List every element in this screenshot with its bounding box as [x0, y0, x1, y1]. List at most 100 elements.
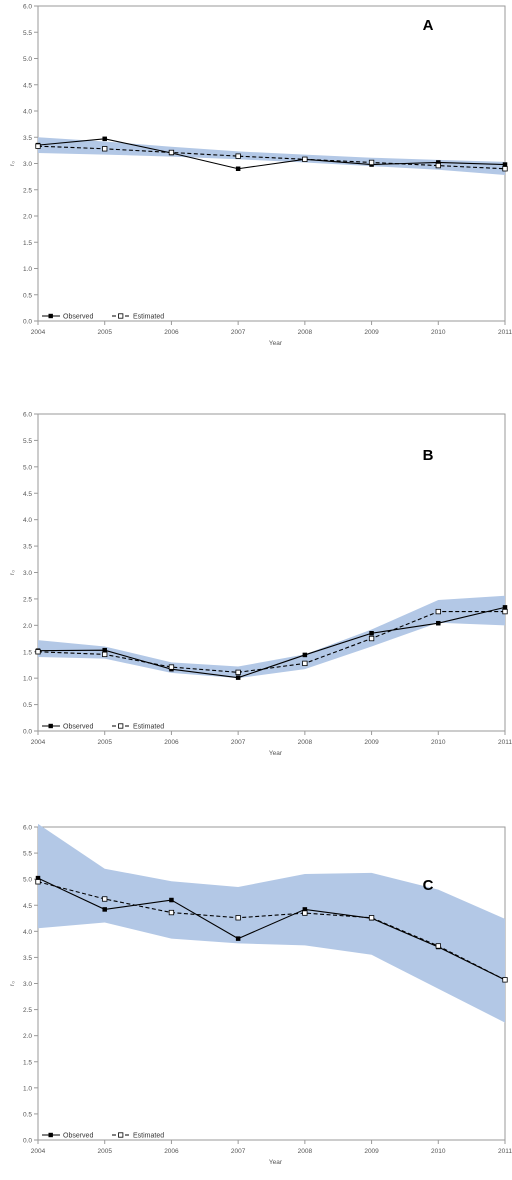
- point-estimated-c: [168, 909, 175, 916]
- x-tick-label-b: 2008: [298, 739, 313, 746]
- panel-c: 0.0 0.5 1.0 1.5 2.0 2.5 3.0 3.5 4.0 4.5 5.0 5.5 6.0 2…: [0, 815, 512, 1175]
- y-tick-label-b: 1.5: [23, 649, 32, 656]
- legend-label-estimated-a: Estimated: [133, 314, 164, 321]
- point-estimated-b: [368, 635, 375, 642]
- y-tick-label-a: 2.0: [23, 214, 32, 221]
- x-axis-label-c: Year: [269, 1159, 283, 1166]
- y-tick-label-c: 3.5: [23, 955, 32, 962]
- y-tick-label-a: 0.0: [23, 319, 32, 326]
- legend-marker-observed-b: [48, 723, 53, 729]
- point-estimated-c: [502, 977, 508, 983]
- x-tick-label-b: 2007: [231, 739, 246, 746]
- point-observed-b: [302, 652, 308, 658]
- y-tick-label-c: 0.0: [23, 1138, 32, 1145]
- x-tick-label-a: 2008: [298, 329, 313, 336]
- y-tick-label-c: 3.0: [23, 981, 32, 988]
- legend-marker-estimated-a: [118, 313, 124, 319]
- x-tick-label-a: 2010: [431, 329, 446, 336]
- y-tick-label-c: 1.5: [23, 1059, 32, 1066]
- series-line-observed-a: [37, 138, 506, 170]
- y-tick-label-a: 0.5: [23, 292, 32, 299]
- legend-marker-observed-a: [48, 313, 53, 319]
- series-line-estimated-c: [37, 881, 506, 981]
- point-estimated-a: [35, 143, 41, 149]
- y-tick-label-b: 1.0: [23, 676, 32, 683]
- x-tick-label-c: 2008: [298, 1148, 313, 1155]
- y-tick-label-b: 2.0: [23, 623, 32, 630]
- y-tick-label-a: 5.0: [23, 56, 32, 63]
- legend-label-observed-c: Observed: [63, 1133, 93, 1140]
- y-tick-label-c: 5.0: [23, 877, 32, 884]
- x-tick-label-a: 2007: [231, 329, 246, 336]
- point-estimated-c: [35, 879, 41, 885]
- x-tick-label-a: 2006: [164, 329, 179, 336]
- y-tick-label-c: 2.5: [23, 1007, 32, 1014]
- y-tick-label-b: 0.5: [23, 702, 32, 709]
- y-tick-label-a: 3.5: [23, 135, 32, 142]
- x-tick-label-c: 2009: [364, 1148, 379, 1155]
- y-tick-label-b: 5.5: [23, 438, 32, 445]
- y-tick-label-b: 5.0: [23, 464, 32, 471]
- point-observed-a: [436, 160, 441, 165]
- y-axis-label-c: r₀: [9, 981, 16, 986]
- panel-letter-c: C: [423, 877, 434, 894]
- panel-a: 0.0 0.5 1.0 1.5 2.0 2.5 3.0 3.5 4.0 4.5 5.0 5.5 6.0 2…: [0, 0, 512, 390]
- x-tick-label-a: 2009: [364, 329, 379, 336]
- point-observed-a: [102, 136, 107, 142]
- plot-frame-b: [37, 413, 506, 732]
- confidence-band-a: [38, 137, 505, 176]
- x-tick-label-b: 2005: [97, 739, 112, 746]
- point-estimated-b: [235, 669, 241, 676]
- legend-label-estimated-c: Estimated: [133, 1133, 164, 1140]
- x-tick-label-c: 2010: [431, 1148, 446, 1155]
- y-tick-label-a: 1.0: [23, 266, 32, 273]
- legend-label-observed-a: Observed: [63, 314, 93, 321]
- point-observed-c: [102, 907, 107, 912]
- point-observed-a: [235, 166, 241, 171]
- point-estimated-c: [302, 910, 308, 916]
- y-tick-label-a: 1.5: [23, 240, 32, 247]
- y-tick-label-a: 2.5: [23, 187, 32, 194]
- point-estimated-a: [235, 153, 241, 159]
- y-tick-label-c: 4.5: [23, 903, 32, 910]
- x-tick-label-b: 2011: [498, 739, 512, 746]
- y-axis-label-a: r₀: [9, 161, 16, 166]
- x-axis-label-a: Year: [269, 340, 283, 347]
- y-tick-label-b: 3.5: [23, 544, 32, 551]
- point-estimated-c: [235, 915, 241, 921]
- legend-label-estimated-b: Estimated: [133, 724, 164, 731]
- y-tick-label-b: 0.0: [23, 729, 32, 736]
- point-observed-c: [35, 875, 41, 881]
- x-tick-label-c: 2011: [498, 1148, 512, 1155]
- point-estimated-c: [435, 943, 441, 949]
- y-tick-label-a: 4.0: [23, 109, 32, 116]
- point-estimated-b: [35, 649, 41, 655]
- x-tick-label-c: 2005: [97, 1148, 112, 1155]
- y-tick-label-b: 6.0: [23, 412, 32, 419]
- point-observed-b: [235, 675, 241, 680]
- point-estimated-b: [168, 664, 175, 670]
- point-estimated-c: [102, 896, 108, 902]
- x-axis-label-b: Year: [269, 750, 283, 757]
- y-tick-label-b: 4.0: [23, 517, 32, 524]
- x-tick-label-b: 2004: [31, 739, 46, 746]
- chart-a: 0.0 0.5 1.0 1.5 2.0 2.5 3.0 3.5 4.0 4.5 5.0 5.5 6.0 2…: [9, 4, 512, 348]
- y-axis-label-b: r₀: [9, 570, 16, 575]
- point-estimated-a: [435, 162, 441, 169]
- point-observed-b: [502, 605, 508, 610]
- panel-letter-b: B: [423, 447, 434, 464]
- series-line-observed-b: [37, 606, 506, 679]
- point-observed-b: [436, 620, 441, 626]
- point-observed-c: [302, 907, 308, 912]
- point-observed-c: [235, 936, 241, 941]
- legend-label-observed-b: Observed: [63, 724, 93, 731]
- x-tick-label-c: 2006: [164, 1148, 179, 1155]
- legend-marker-estimated-c: [118, 1132, 124, 1138]
- x-tick-label-c: 2004: [31, 1148, 46, 1155]
- y-tick-label-c: 6.0: [23, 825, 32, 832]
- y-tick-label-a: 6.0: [23, 4, 32, 11]
- point-estimated-b: [102, 651, 108, 658]
- point-estimated-a: [502, 166, 508, 172]
- chart-b: 0.0 0.5 1.0 1.5 2.0 2.5 3.0 3.5 4.0 4.5 5.0 5.5 6.0 2…: [9, 412, 512, 758]
- y-tick-label-a: 4.5: [23, 82, 32, 89]
